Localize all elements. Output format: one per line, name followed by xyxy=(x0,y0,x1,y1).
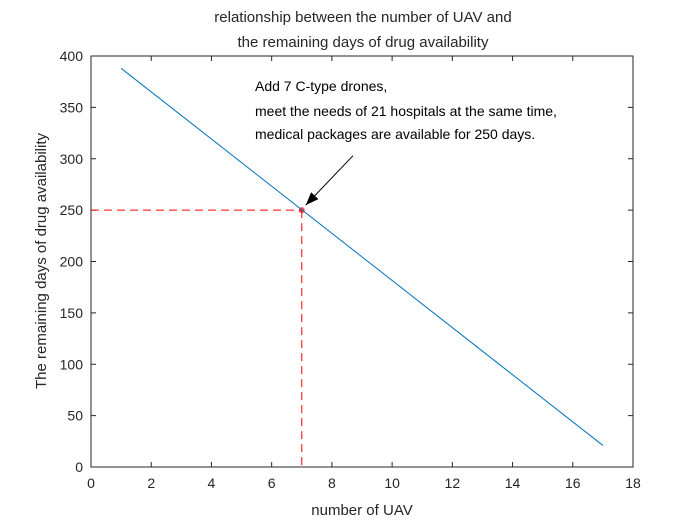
annotation-arrow xyxy=(305,155,354,206)
y-tick-labels: 0 50 100 150 200 250 300 350 400 xyxy=(60,48,84,475)
x-tick-label: 10 xyxy=(384,475,400,491)
x-tick-label: 18 xyxy=(625,475,641,491)
y-tick-label: 150 xyxy=(60,305,84,321)
arrow-head xyxy=(305,192,319,206)
y-tick-label: 250 xyxy=(60,202,84,218)
x-tick-label: 2 xyxy=(147,475,155,491)
y-tick-label: 100 xyxy=(60,356,84,372)
x-tick-label: 0 xyxy=(87,475,95,491)
x-tick-label: 12 xyxy=(445,475,461,491)
y-tick-label: 350 xyxy=(60,99,84,115)
y-axis-label: The remaining days of drug availability xyxy=(33,133,50,389)
x-tick-labels: 0 2 4 6 8 10 12 14 16 18 xyxy=(87,475,641,491)
series-line xyxy=(120,67,604,446)
x-tick-label: 16 xyxy=(565,475,581,491)
annotation-line-1: Add 7 C-type drones, xyxy=(255,78,387,94)
y-tick-label: 400 xyxy=(60,48,84,64)
x-tick-label: 6 xyxy=(268,475,276,491)
y-tick-label: 0 xyxy=(75,459,83,475)
chart-title-line-2: the remaining days of drug availability xyxy=(238,34,489,51)
annotation-line-3: medical packages are available for 250 d… xyxy=(255,126,535,142)
y-tick-label: 50 xyxy=(67,408,83,424)
series-layer xyxy=(120,67,604,446)
tick-marks xyxy=(90,55,634,468)
y-tick-label: 200 xyxy=(60,254,84,270)
x-tick-label: 14 xyxy=(505,475,521,491)
x-tick-label: 8 xyxy=(328,475,336,491)
x-tick-label: 4 xyxy=(208,475,216,491)
annotation-line-2: meet the needs of 21 hospitals at the sa… xyxy=(255,103,557,119)
x-axis-label: number of UAV xyxy=(311,502,412,519)
chart-title-line-1: relationship between the number of UAV a… xyxy=(214,9,511,26)
y-tick-label: 300 xyxy=(60,151,84,167)
